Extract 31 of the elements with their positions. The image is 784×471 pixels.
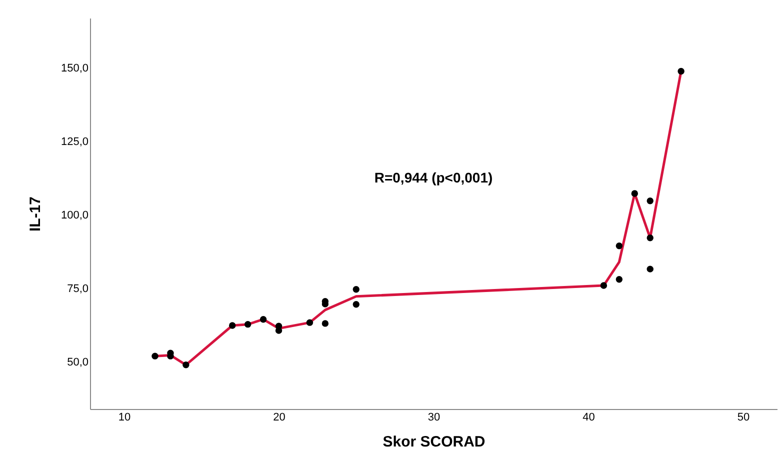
point [646, 234, 654, 242]
y-tick-label: 125,0 [60, 136, 88, 148]
point [260, 316, 267, 323]
point [182, 362, 190, 368]
point [228, 322, 236, 329]
y-axis-title: IL-17 [26, 196, 44, 232]
point [600, 282, 608, 289]
x-tick-label: 20 [273, 412, 286, 424]
point [646, 198, 654, 204]
x-tick-label: 50 [737, 412, 750, 424]
x-axis-title: Skor SCORAD [382, 434, 486, 450]
point [678, 68, 684, 75]
y-tick-label: 100,0 [60, 209, 88, 222]
point [646, 266, 654, 272]
annotation: R=0,944 (p<0,001) [374, 169, 493, 186]
point [352, 300, 360, 308]
y-tick-label: 150,0 [60, 62, 88, 74]
point [306, 319, 314, 326]
point [616, 276, 623, 283]
point [244, 320, 252, 328]
x-tick-label: 30 [428, 412, 440, 424]
y-tick-label: 75,0 [67, 282, 88, 295]
x-tick-label: 40 [582, 412, 595, 424]
point [152, 352, 158, 360]
point [275, 327, 282, 334]
x-tick-label: 10 [118, 412, 131, 424]
point [352, 286, 360, 293]
y-tick-label: 50,0 [67, 356, 88, 368]
point [616, 242, 623, 250]
point [631, 190, 638, 197]
point [322, 320, 329, 327]
